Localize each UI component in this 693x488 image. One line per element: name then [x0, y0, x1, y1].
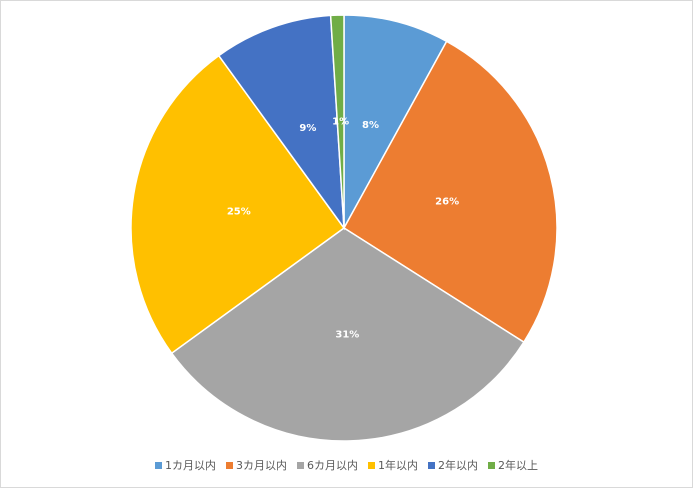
- pie-slice: [343, 14, 448, 229]
- legend-swatch: [297, 462, 304, 469]
- legend-label: 2年以上: [498, 458, 538, 472]
- data-label: 31%: [335, 329, 359, 340]
- legend-swatch: [226, 462, 233, 469]
- legend-label: 2年以内: [438, 458, 478, 472]
- data-label: 8%: [362, 120, 379, 131]
- legend: 1カ月以内 3カ月以内 6カ月以内 1年以内 2年以内 2年以上: [155, 458, 538, 472]
- legend-label: 1カ月以内: [165, 458, 216, 472]
- legend-swatch: [428, 462, 435, 469]
- data-label: 26%: [435, 197, 459, 208]
- legend-label: 6カ月以内: [307, 458, 358, 472]
- legend-label: 1年以内: [378, 458, 418, 472]
- pie-slice: [329, 14, 345, 229]
- data-label: 25%: [227, 206, 251, 217]
- data-label: 9%: [299, 123, 316, 134]
- legend-label: 3カ月以内: [236, 458, 287, 472]
- pie-slice: [343, 40, 558, 344]
- pie-slice: [217, 14, 345, 231]
- pie-slice: [170, 227, 525, 442]
- legend-swatch: [368, 462, 375, 469]
- legend-swatch: [155, 462, 162, 469]
- data-label: 1%: [332, 117, 349, 128]
- legend-swatch: [488, 462, 495, 469]
- pie-slice: [130, 54, 346, 355]
